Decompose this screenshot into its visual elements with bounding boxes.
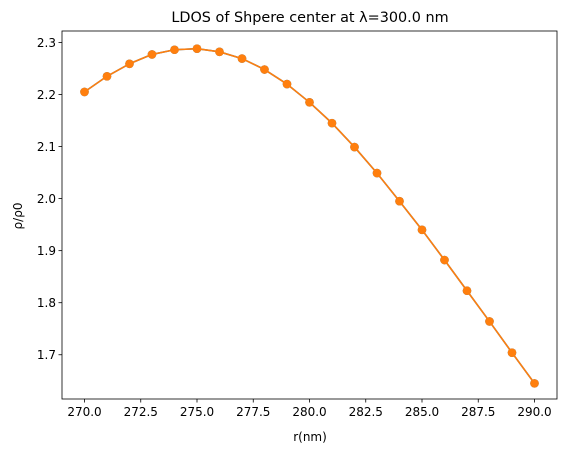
axes: 270.0 272.5 275.0 277.5 280.0 282.5 285.0 287.5… (37, 30, 558, 419)
series-2-point (485, 317, 494, 326)
x-tick-label: 282.5 (349, 405, 383, 419)
series-2-point (530, 379, 539, 388)
x-tick-label: 290.0 (517, 405, 551, 419)
y-tick-label: 2.3 (37, 36, 56, 50)
y-axis-label: ρ/ρ0 (11, 203, 25, 230)
series-2-point (260, 65, 269, 74)
y-tick-label: 1.9 (37, 244, 56, 258)
series-2-point (372, 168, 382, 178)
series-2-point (192, 44, 202, 53)
x-axis-label: r(nm) (293, 430, 327, 444)
plot-background (62, 31, 557, 399)
series-2-point (417, 225, 427, 235)
series-2-point (215, 47, 224, 57)
x-tick-label: 285.0 (405, 405, 439, 419)
series-2-point (395, 196, 404, 206)
series-layer (80, 44, 539, 388)
series-2-point (237, 54, 247, 63)
chart-title: LDOS of Shpere center at λ=300.0 nm (171, 10, 448, 26)
series-2-point (327, 118, 337, 128)
x-tick-label: 275.0 (180, 405, 214, 419)
series-2-point (170, 45, 179, 55)
y-tick-label: 2.2 (37, 88, 56, 102)
x-tick-label: 280.0 (292, 405, 326, 419)
y-tick-label: 1.8 (37, 296, 56, 310)
series-2-point (102, 71, 112, 81)
series-2-point (80, 87, 89, 97)
series-2-point (462, 286, 472, 296)
series-2 (80, 44, 539, 388)
series-2-point (507, 348, 517, 357)
series-2-point (350, 142, 359, 152)
x-tick-label: 287.5 (461, 405, 495, 419)
y-tick-label: 1.7 (37, 348, 56, 362)
y-tick-label: 2.1 (37, 140, 56, 154)
y-tick-label: 2.0 (37, 192, 56, 206)
x-tick-label: 272.5 (124, 405, 158, 419)
series-2-point (125, 59, 134, 69)
series-2-point (440, 255, 449, 265)
plot-area (62, 31, 557, 399)
series-2-point (282, 79, 292, 89)
series-2-point (147, 50, 157, 59)
x-tick-label: 277.5 (236, 405, 270, 419)
series-2-point (305, 98, 314, 107)
x-tick-label: 270.0 (67, 405, 101, 419)
